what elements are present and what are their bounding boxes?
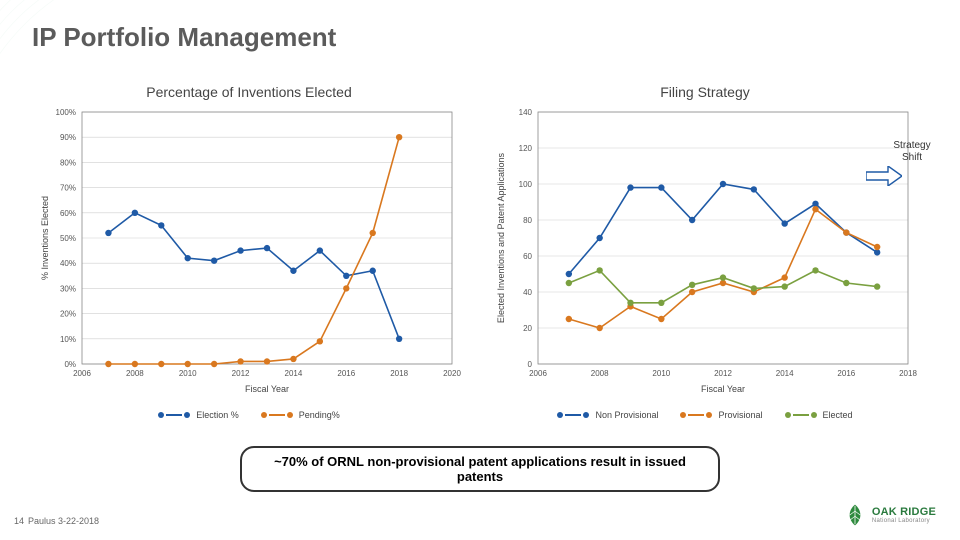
callout-text: ~70% of ORNL non-provisional patent appl… <box>274 454 686 484</box>
svg-text:80%: 80% <box>60 158 76 167</box>
svg-text:140: 140 <box>519 108 533 117</box>
svg-text:100%: 100% <box>56 108 76 117</box>
svg-text:2006: 2006 <box>529 369 547 378</box>
svg-text:2012: 2012 <box>714 369 732 378</box>
svg-text:20%: 20% <box>60 310 76 319</box>
arrow-icon <box>866 166 902 186</box>
left-chart-legend: Election %Pending% <box>158 410 340 420</box>
svg-text:2010: 2010 <box>652 369 670 378</box>
svg-text:2018: 2018 <box>390 369 408 378</box>
right-chart-title: Filing Strategy <box>660 84 749 100</box>
left-chart-title: Percentage of Inventions Elected <box>146 84 351 100</box>
logo-name: OAK RIDGE <box>872 507 936 518</box>
annotation-strategy-shift: Strategy Shift <box>882 140 942 164</box>
svg-text:% Inventions Elected: % Inventions Elected <box>40 196 50 280</box>
svg-text:0%: 0% <box>64 360 76 369</box>
svg-text:90%: 90% <box>60 133 76 142</box>
svg-text:2010: 2010 <box>179 369 197 378</box>
right-chart-legend: Non ProvisionalProvisionalElected <box>557 410 852 420</box>
callout-box: ~70% of ORNL non-provisional patent appl… <box>240 446 720 492</box>
svg-text:50%: 50% <box>60 234 76 243</box>
svg-text:2016: 2016 <box>337 369 355 378</box>
footer-text: Paulus 3-22-2018 <box>28 516 99 526</box>
svg-text:40%: 40% <box>60 259 76 268</box>
svg-text:2006: 2006 <box>73 369 91 378</box>
svg-text:80: 80 <box>523 216 532 225</box>
page-title: IP Portfolio Management <box>32 22 336 53</box>
svg-text:60%: 60% <box>60 209 76 218</box>
logo-sub: National Laboratory <box>872 518 936 524</box>
svg-text:30%: 30% <box>60 284 76 293</box>
right-chart-svg: 0 20 40 60 80 100 120 140 2006 2008 2010 2012 2014 20… <box>490 106 920 406</box>
svg-text:2012: 2012 <box>232 369 250 378</box>
svg-text:40: 40 <box>523 288 532 297</box>
svg-text:2020: 2020 <box>443 369 461 378</box>
svg-text:Fiscal Year: Fiscal Year <box>701 384 745 394</box>
leaf-icon <box>842 502 868 528</box>
svg-text:0: 0 <box>528 360 533 369</box>
svg-text:Elected Inventions and Patent: Elected Inventions and Patent Applicatio… <box>496 152 506 323</box>
svg-text:20: 20 <box>523 324 532 333</box>
page-number: 14 <box>14 516 24 526</box>
svg-text:100: 100 <box>519 180 533 189</box>
svg-text:2018: 2018 <box>899 369 917 378</box>
svg-text:60: 60 <box>523 252 532 261</box>
svg-text:Fiscal Year: Fiscal Year <box>245 384 289 394</box>
svg-text:2016: 2016 <box>837 369 855 378</box>
svg-text:10%: 10% <box>60 335 76 344</box>
svg-text:70%: 70% <box>60 184 76 193</box>
svg-text:2008: 2008 <box>591 369 609 378</box>
svg-text:120: 120 <box>519 144 533 153</box>
svg-text:2014: 2014 <box>285 369 303 378</box>
chart-right: Filing Strategy 0 20 40 60 80 100 120 140 2006 20… <box>490 84 920 420</box>
chart-left: Percentage of Inventions Elected 0% 10% 20… <box>34 84 464 420</box>
svg-text:2014: 2014 <box>776 369 794 378</box>
ornl-logo: OAK RIDGE National Laboratory <box>842 502 936 528</box>
left-chart-svg: 0% 10% 20% 30% 40% 50% 60% 70% 80% 90% 100% 2006 200… <box>34 106 464 406</box>
svg-text:2008: 2008 <box>126 369 144 378</box>
